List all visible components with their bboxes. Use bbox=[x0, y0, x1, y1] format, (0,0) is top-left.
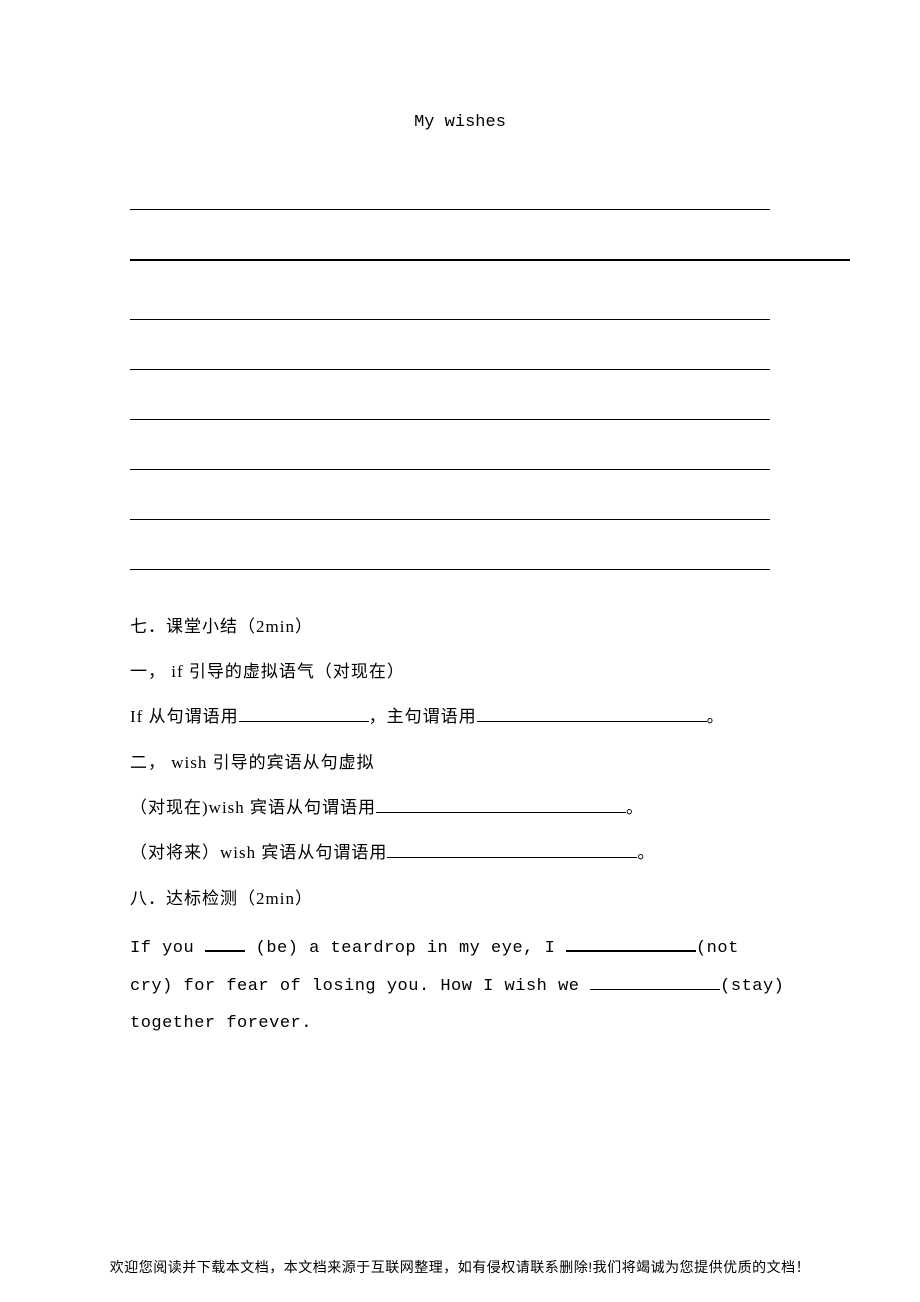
section7-item1-line: If 从句谓语用 ，主句谓语用 。 bbox=[130, 703, 790, 730]
fill-blank-7 bbox=[590, 972, 720, 990]
exercise-part-6: together forever. bbox=[130, 1014, 312, 1033]
blank-line-6 bbox=[130, 451, 790, 473]
section7-item2-line2-pre: （对将来）wish 宾语从句谓语用 bbox=[130, 843, 387, 862]
section7-item2-line2-end: 。 bbox=[637, 843, 655, 862]
section8-heading: 八．达标检测（2min） bbox=[130, 885, 790, 912]
blank-line-5 bbox=[130, 401, 790, 423]
section7-item2-label-text: 二， wish 引导的宾语从句虚拟 bbox=[130, 753, 375, 772]
section7-item1-pre: If 从句谓语用 bbox=[130, 707, 239, 726]
section7-item1-end: 。 bbox=[707, 707, 725, 726]
blank-line-1 bbox=[130, 191, 790, 213]
section8-exercise: If you (be) a teardrop in my eye, I (not… bbox=[130, 930, 790, 1042]
section7-heading-text: 七．课堂小结（2min） bbox=[130, 617, 313, 636]
exercise-part-3: (not bbox=[696, 939, 739, 958]
section7-item2-line1-pre: （对现在)wish 宾语从句谓语用 bbox=[130, 798, 376, 817]
section7-item1-label: 一， if 引导的虚拟语气（对现在） bbox=[130, 658, 790, 685]
fill-blank-2 bbox=[477, 704, 707, 722]
exercise-part-2: (be) a teardrop in my eye, I bbox=[245, 939, 566, 958]
blank-line-7 bbox=[130, 501, 790, 523]
section7-item1-mid: ，主句谓语用 bbox=[369, 707, 477, 726]
fill-blank-3 bbox=[376, 795, 626, 813]
fill-blank-1 bbox=[239, 704, 369, 722]
section7-heading: 七．课堂小结（2min） bbox=[130, 613, 790, 640]
fill-blank-4 bbox=[387, 840, 637, 858]
blank-line-4 bbox=[130, 351, 790, 373]
footer-text: 欢迎您阅读并下载本文档，本文档来源于互联网整理，如有侵权请联系删除!我们将竭诚为… bbox=[0, 1257, 920, 1277]
exercise-part-5: (stay) bbox=[720, 977, 784, 996]
section8-heading-text: 八．达标检测（2min） bbox=[130, 889, 313, 908]
blank-line-3 bbox=[130, 301, 790, 323]
section7-item2-line1-end: 。 bbox=[626, 798, 644, 817]
section7-item2-line2: （对将来）wish 宾语从句谓语用 。 bbox=[130, 839, 790, 866]
exercise-part-4: cry) for fear of losing you. How I wish … bbox=[130, 977, 590, 996]
blank-line-8 bbox=[130, 551, 790, 573]
section7-item2-line1: （对现在)wish 宾语从句谓语用 。 bbox=[130, 794, 790, 821]
section7-item2-label: 二， wish 引导的宾语从句虚拟 bbox=[130, 749, 790, 776]
fill-blank-6 bbox=[566, 933, 696, 952]
content-block: 七．课堂小结（2min） 一， if 引导的虚拟语气（对现在） If 从句谓语用… bbox=[130, 613, 790, 1043]
fill-blank-5 bbox=[205, 933, 245, 952]
exercise-part-1: If you bbox=[130, 939, 205, 958]
document-title: My wishes bbox=[130, 110, 790, 136]
document-page: My wishes 七．课堂小结（2min） 一， if 引导的虚拟语气 bbox=[0, 0, 920, 1042]
section7-item1-label-text: 一， if 引导的虚拟语气（对现在） bbox=[130, 662, 405, 681]
blank-line-2 bbox=[130, 241, 790, 263]
